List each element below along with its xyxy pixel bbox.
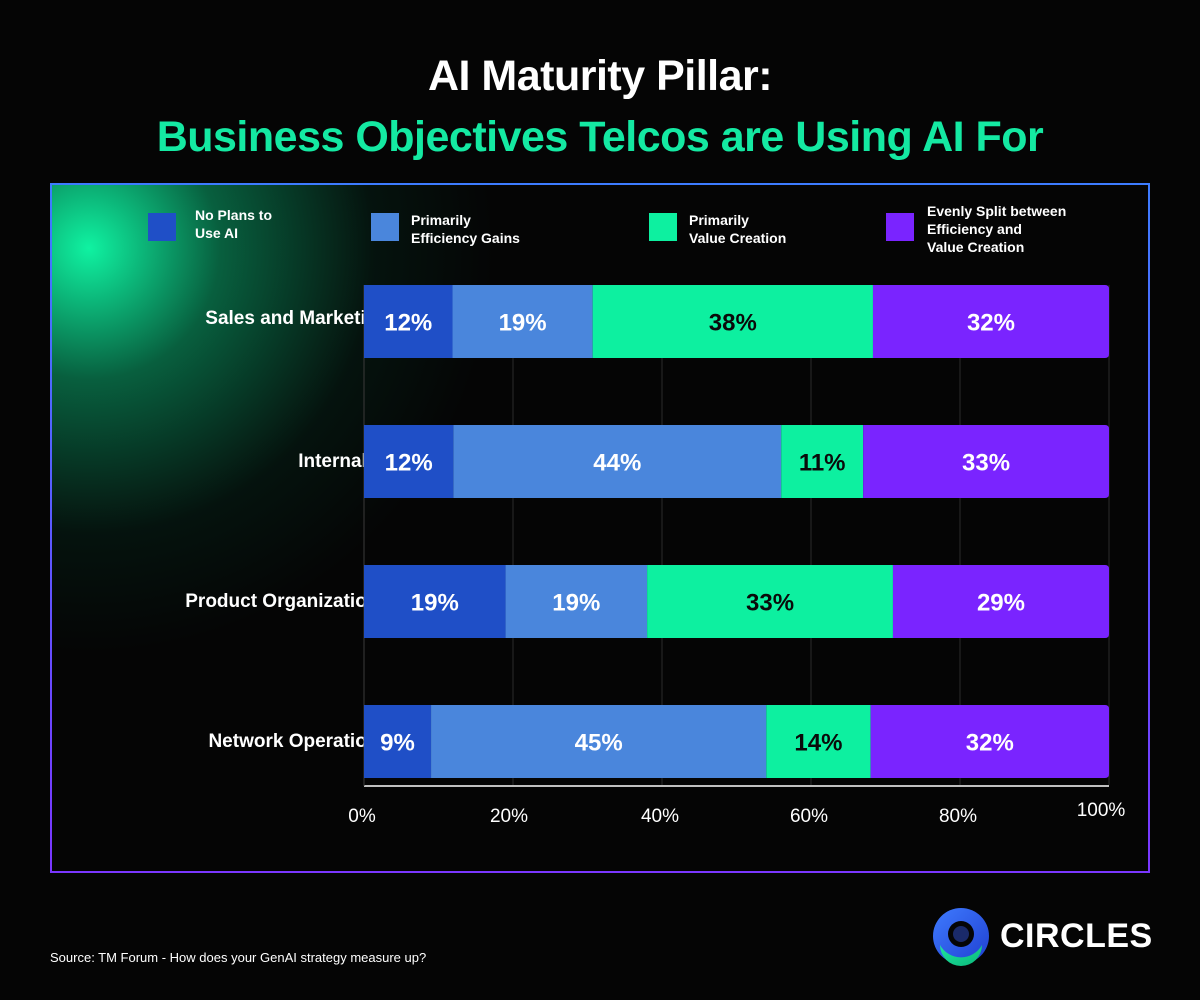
brand-name: CIRCLES xyxy=(1000,917,1153,955)
bar-segment xyxy=(863,425,1109,498)
legend-label: Primarily Value Creation xyxy=(689,212,787,246)
bar-data-label: 33% xyxy=(962,450,1010,477)
legend-label: No Plans to Use AI xyxy=(195,207,273,241)
bar-segment xyxy=(766,705,871,778)
bar-segment xyxy=(647,565,893,638)
bar-data-label: 19% xyxy=(552,590,600,617)
bar-segment xyxy=(364,425,454,498)
x-tick-label: 40% xyxy=(641,806,679,827)
bar-data-label: 9% xyxy=(380,730,415,757)
category-label-network-ops: Network Operations xyxy=(208,731,389,752)
bar-data-label: 29% xyxy=(977,590,1025,617)
x-tick-label: 0% xyxy=(348,806,376,827)
bar-data-label: 32% xyxy=(967,310,1015,337)
bar-segment xyxy=(452,285,593,358)
legend-swatch xyxy=(371,213,399,241)
bar-segment xyxy=(453,425,782,498)
bar-segment xyxy=(431,705,767,778)
bar-segment xyxy=(781,425,864,498)
bar-data-label: 14% xyxy=(794,730,842,757)
bar-data-label: 11% xyxy=(799,450,846,477)
legend-swatch xyxy=(649,213,677,241)
bar-data-label: 44% xyxy=(593,450,641,477)
legend-swatch xyxy=(886,213,914,241)
x-tick-label: 100% xyxy=(1077,800,1126,821)
legend-label: Primarily Efficiency Gains xyxy=(411,212,520,246)
source-note: Source: TM Forum - How does your GenAI s… xyxy=(50,950,427,965)
legend-swatch xyxy=(148,213,176,241)
bar-data-label: 19% xyxy=(411,590,459,617)
bar-data-label: 38% xyxy=(709,310,757,337)
bar-segment xyxy=(364,705,432,778)
bar-segment xyxy=(364,285,453,358)
bar-data-label: 19% xyxy=(499,310,547,337)
bar-data-label: 32% xyxy=(966,730,1014,757)
bar-data-label: 45% xyxy=(575,730,623,757)
chart-subtitle: Business Objectives Telcos are Using AI … xyxy=(156,113,1044,161)
legend-label: Evenly Split between Efficiency and Valu… xyxy=(927,203,1067,255)
bar-data-label: 33% xyxy=(746,590,794,617)
x-tick-label: 60% xyxy=(790,806,828,827)
bar-segment xyxy=(592,285,873,358)
category-label-product-orgs: Product Organizations xyxy=(185,591,389,612)
circles-logo-icon xyxy=(933,908,989,966)
bar-data-label: 12% xyxy=(384,310,432,337)
x-tick-label: 20% xyxy=(490,806,528,827)
circles-logo: CIRCLES xyxy=(930,905,1160,967)
bar-segment xyxy=(892,565,1109,638)
bar-segment xyxy=(872,285,1109,358)
category-label-sales-marketing: Sales and Marketing xyxy=(205,308,389,329)
bar-segment xyxy=(364,565,506,638)
bar-data-label: 12% xyxy=(385,450,433,477)
bar-segment xyxy=(870,705,1109,778)
chart-title: AI Maturity Pillar: xyxy=(427,52,773,100)
x-tick-label: 80% xyxy=(939,806,977,827)
bar-segment xyxy=(505,565,648,638)
